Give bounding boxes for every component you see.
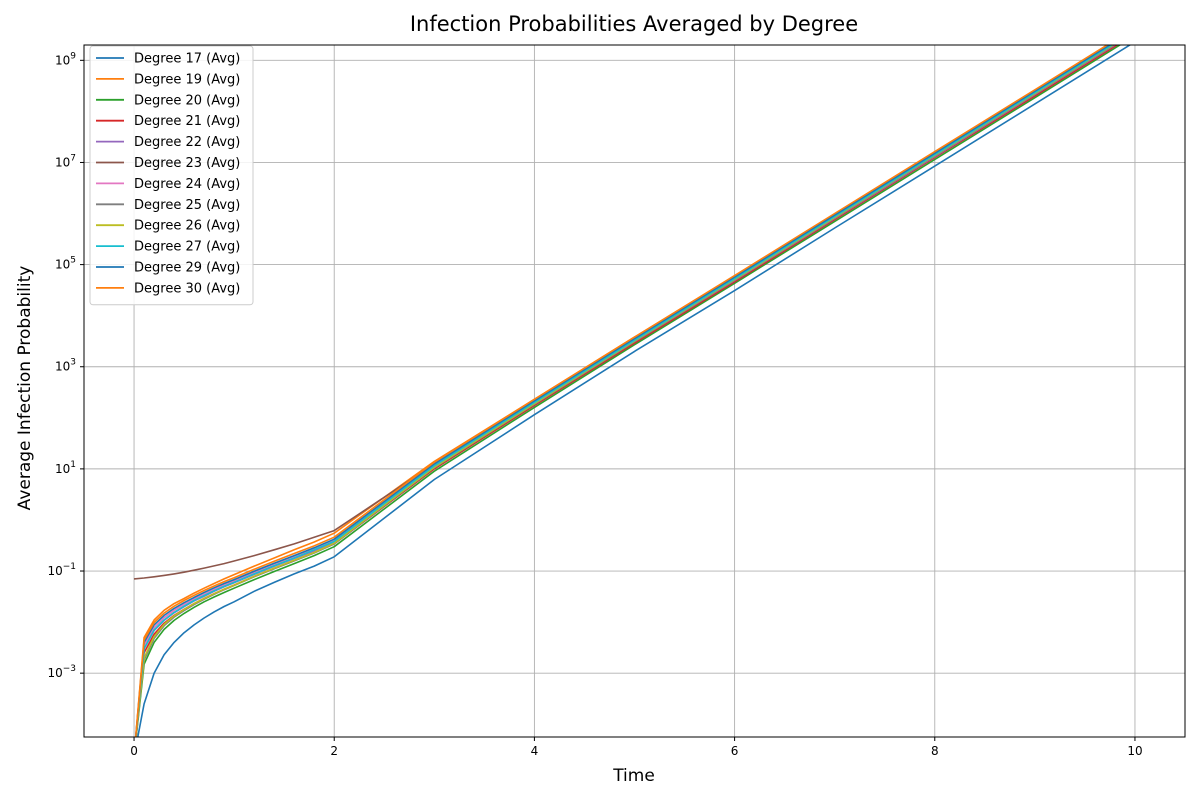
legend-label: Degree 24 (Avg) <box>134 177 240 192</box>
x-tick-label: 0 <box>130 744 138 758</box>
x-axis-label: Time <box>612 766 655 786</box>
legend-label: Degree 21 (Avg) <box>134 114 240 129</box>
y-tick-label: 105 <box>55 256 76 272</box>
legend: Degree 17 (Avg) Degree 19 (Avg) Degree 20 … <box>89 45 254 306</box>
x-tick-label: 10 <box>1127 744 1142 758</box>
y-tick-label: 107 <box>55 153 76 169</box>
legend-label: Degree 29 (Avg) <box>134 261 240 276</box>
legend-label: Degree 30 (Avg) <box>134 281 240 296</box>
x-tick-label: 6 <box>731 744 739 758</box>
x-axis: 0 2 4 6 8 10 <box>130 737 1143 758</box>
y-tick-label: 10−1 <box>47 562 76 578</box>
legend-label: Degree 17 (Avg) <box>134 52 240 67</box>
x-tick-label: 8 <box>931 744 939 758</box>
axes-frame <box>83 44 1186 738</box>
x-tick-label: 4 <box>531 744 539 758</box>
y-tick-label: 10−3 <box>47 664 76 680</box>
series-line <box>134 45 1112 737</box>
y-tick-label: 103 <box>55 358 76 374</box>
series-line <box>135 45 1122 737</box>
legend-label: Degree 20 (Avg) <box>134 93 240 108</box>
series-line <box>134 45 1109 737</box>
y-axis: 10−3 10−1 101 103 105 107 109 <box>47 51 84 680</box>
x-tick-label: 2 <box>330 744 338 758</box>
legend-label: Degree 27 (Avg) <box>134 240 240 255</box>
y-tick-label: 109 <box>55 51 76 67</box>
series-line <box>135 45 1114 737</box>
legend-label: Degree 25 (Avg) <box>134 198 240 213</box>
legend-label: Degree 22 (Avg) <box>134 135 240 150</box>
chart-title: Infection Probabilities Averaged by Degr… <box>410 12 858 36</box>
legend-label: Degree 23 (Avg) <box>134 156 240 171</box>
legend-label: Degree 19 (Avg) <box>134 72 240 87</box>
y-axis-label: Average Infection Probability <box>15 266 35 511</box>
legend-label: Degree 26 (Avg) <box>134 219 240 234</box>
series-lines <box>133 45 1132 737</box>
series-line <box>136 45 1132 737</box>
y-tick-label: 101 <box>55 460 76 476</box>
legend-box <box>89 45 254 306</box>
